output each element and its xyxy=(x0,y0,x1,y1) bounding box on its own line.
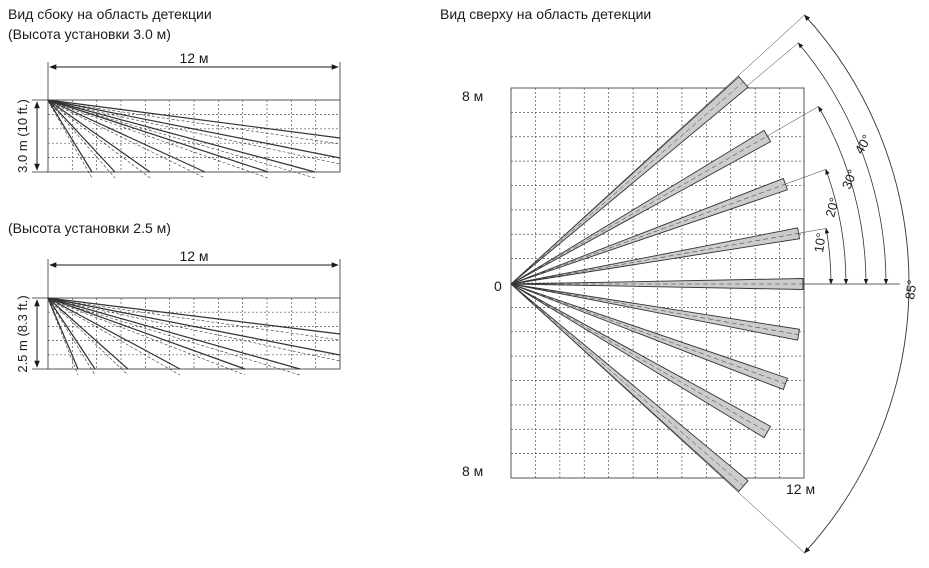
beam-centerline xyxy=(510,283,799,335)
detection-ray xyxy=(47,297,341,335)
height-label-3m: 3.0 m (10 ft.) xyxy=(15,99,30,173)
detection-ray-lower xyxy=(47,298,181,376)
detection-ray-lower xyxy=(47,100,116,179)
detection-beam xyxy=(510,283,789,391)
beam-centerline xyxy=(510,283,768,433)
right-distance-label: 12 м xyxy=(786,481,815,497)
angle-label-10: 10° xyxy=(811,232,829,254)
side-view-panel-2-5m: 12 м 2.5 m (8.3 ft.) xyxy=(15,248,341,376)
beam-centerline xyxy=(510,283,744,487)
arc-40-deg xyxy=(797,42,889,285)
beam-centerline xyxy=(510,233,799,285)
detection-beam xyxy=(510,283,749,492)
width-label-12m: 12 м xyxy=(179,248,208,264)
beam-centerline xyxy=(510,283,786,385)
detection-ray-lower xyxy=(47,298,246,376)
detection-ray xyxy=(47,297,96,370)
detection-ray-lower xyxy=(47,100,269,179)
detection-ray xyxy=(47,297,301,370)
angle-label-20: 20° xyxy=(822,196,842,219)
angle-label-85: 85° xyxy=(902,279,920,301)
side-view-height-label-2-5m: (Высота установки 2.5 м) xyxy=(8,220,171,236)
detection-beam xyxy=(510,177,789,285)
detection-ray xyxy=(47,297,181,370)
detection-ray-lower xyxy=(47,100,341,145)
detection-ray xyxy=(47,297,129,370)
side-view-panel-3m: 12 м 3.0 m (10 ft.) xyxy=(15,50,341,179)
detection-beam xyxy=(510,129,772,285)
detection-ray xyxy=(47,99,341,159)
height-label-2-5m: 2.5 m (8.3 ft.) xyxy=(15,295,30,372)
side-view-height-label-3m: (Высота установки 3.0 м) xyxy=(8,26,171,42)
detection-ray xyxy=(47,297,246,370)
detection-ray-lower xyxy=(47,100,206,179)
detection-beam xyxy=(510,227,801,285)
side-view-title: Вид сбоку на область детекции xyxy=(8,6,212,22)
beam-centerline xyxy=(510,183,786,285)
detection-ray-lower xyxy=(47,298,301,376)
arc-85-deg xyxy=(804,14,910,554)
detection-ray xyxy=(47,99,151,173)
detection-ray-lower xyxy=(47,298,129,376)
detection-ray-lower xyxy=(47,298,341,341)
width-label-12m: 12 м xyxy=(179,50,208,66)
top-view-title: Вид сверху на область детекции xyxy=(440,6,652,22)
arc-30-deg xyxy=(818,106,869,285)
top-view: 8 м 0 8 м 12 м 10° 20° 30° 40° 85° xyxy=(462,14,920,554)
origin-label: 0 xyxy=(494,278,502,294)
detection-ray xyxy=(47,99,316,173)
beam-fans xyxy=(510,76,804,492)
side-grid-3m xyxy=(47,99,341,173)
detection-ray-lower xyxy=(47,100,151,179)
detection-ray xyxy=(47,297,79,370)
side-beams-2-5m xyxy=(47,297,341,376)
side-grid-2-5m xyxy=(47,297,341,370)
detection-ray xyxy=(47,297,341,356)
beam-centerline xyxy=(510,81,744,285)
angle-label-30: 30° xyxy=(839,167,860,191)
beam-centerline xyxy=(510,135,768,285)
detection-ray xyxy=(47,99,116,173)
detection-ray-lower xyxy=(47,100,316,179)
detection-ray xyxy=(47,99,93,173)
detection-ray xyxy=(47,99,341,139)
detection-beam xyxy=(510,283,772,439)
side-beams-3m xyxy=(47,99,341,179)
detection-ray xyxy=(47,99,269,173)
detection-ray-lower xyxy=(47,298,79,376)
detection-beam xyxy=(510,76,749,285)
bottom-distance-label: 8 м xyxy=(462,463,483,479)
top-distance-label: 8 м xyxy=(462,88,483,104)
detection-ray xyxy=(47,99,206,173)
